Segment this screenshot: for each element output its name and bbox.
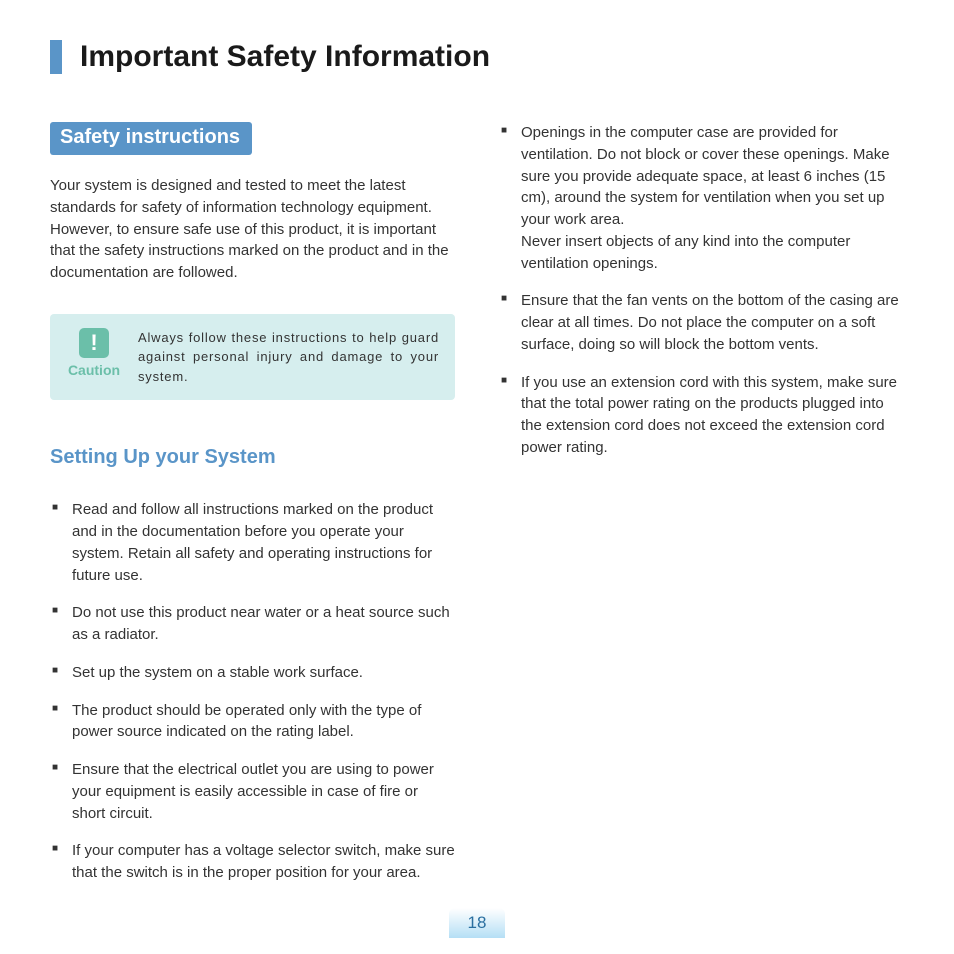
- section-header: Safety instructions: [50, 122, 252, 155]
- right-column: Openings in the computer case are provid…: [499, 122, 904, 900]
- intro-paragraph: Your system is designed and tested to me…: [50, 175, 455, 284]
- page-number: 18: [449, 908, 505, 938]
- caution-box: ! Caution Always follow these instructio…: [50, 314, 455, 401]
- list-item: Ensure that the electrical outlet you ar…: [50, 759, 455, 824]
- page-number-wrap: 18: [449, 908, 505, 938]
- page-title-row: Important Safety Information: [50, 40, 904, 74]
- list-item: If you use an extension cord with this s…: [499, 372, 904, 459]
- list-item: Openings in the computer case are provid…: [499, 122, 904, 274]
- page-title: Important Safety Information: [80, 40, 490, 74]
- caution-left: ! Caution: [64, 328, 124, 387]
- list-item: If your computer has a voltage selector …: [50, 840, 455, 884]
- document-page: Important Safety Information Safety inst…: [0, 0, 954, 954]
- caution-label: Caution: [68, 362, 120, 378]
- sub-header: Setting Up your System: [50, 446, 455, 469]
- left-bullet-list: Read and follow all instructions marked …: [50, 499, 455, 884]
- left-column: Safety instructions Your system is desig…: [50, 122, 455, 900]
- list-item: Ensure that the fan vents on the bottom …: [499, 290, 904, 355]
- right-bullet-list: Openings in the computer case are provid…: [499, 122, 904, 459]
- exclamation-icon: !: [79, 328, 109, 358]
- caution-text: Always follow these instructions to help…: [138, 328, 439, 387]
- list-item: Set up the system on a stable work surfa…: [50, 662, 455, 684]
- title-accent-bar: [50, 40, 62, 74]
- list-item: Do not use this product near water or a …: [50, 602, 455, 646]
- content-columns: Safety instructions Your system is desig…: [50, 122, 904, 900]
- list-item: The product should be operated only with…: [50, 700, 455, 744]
- list-item: Read and follow all instructions marked …: [50, 499, 455, 586]
